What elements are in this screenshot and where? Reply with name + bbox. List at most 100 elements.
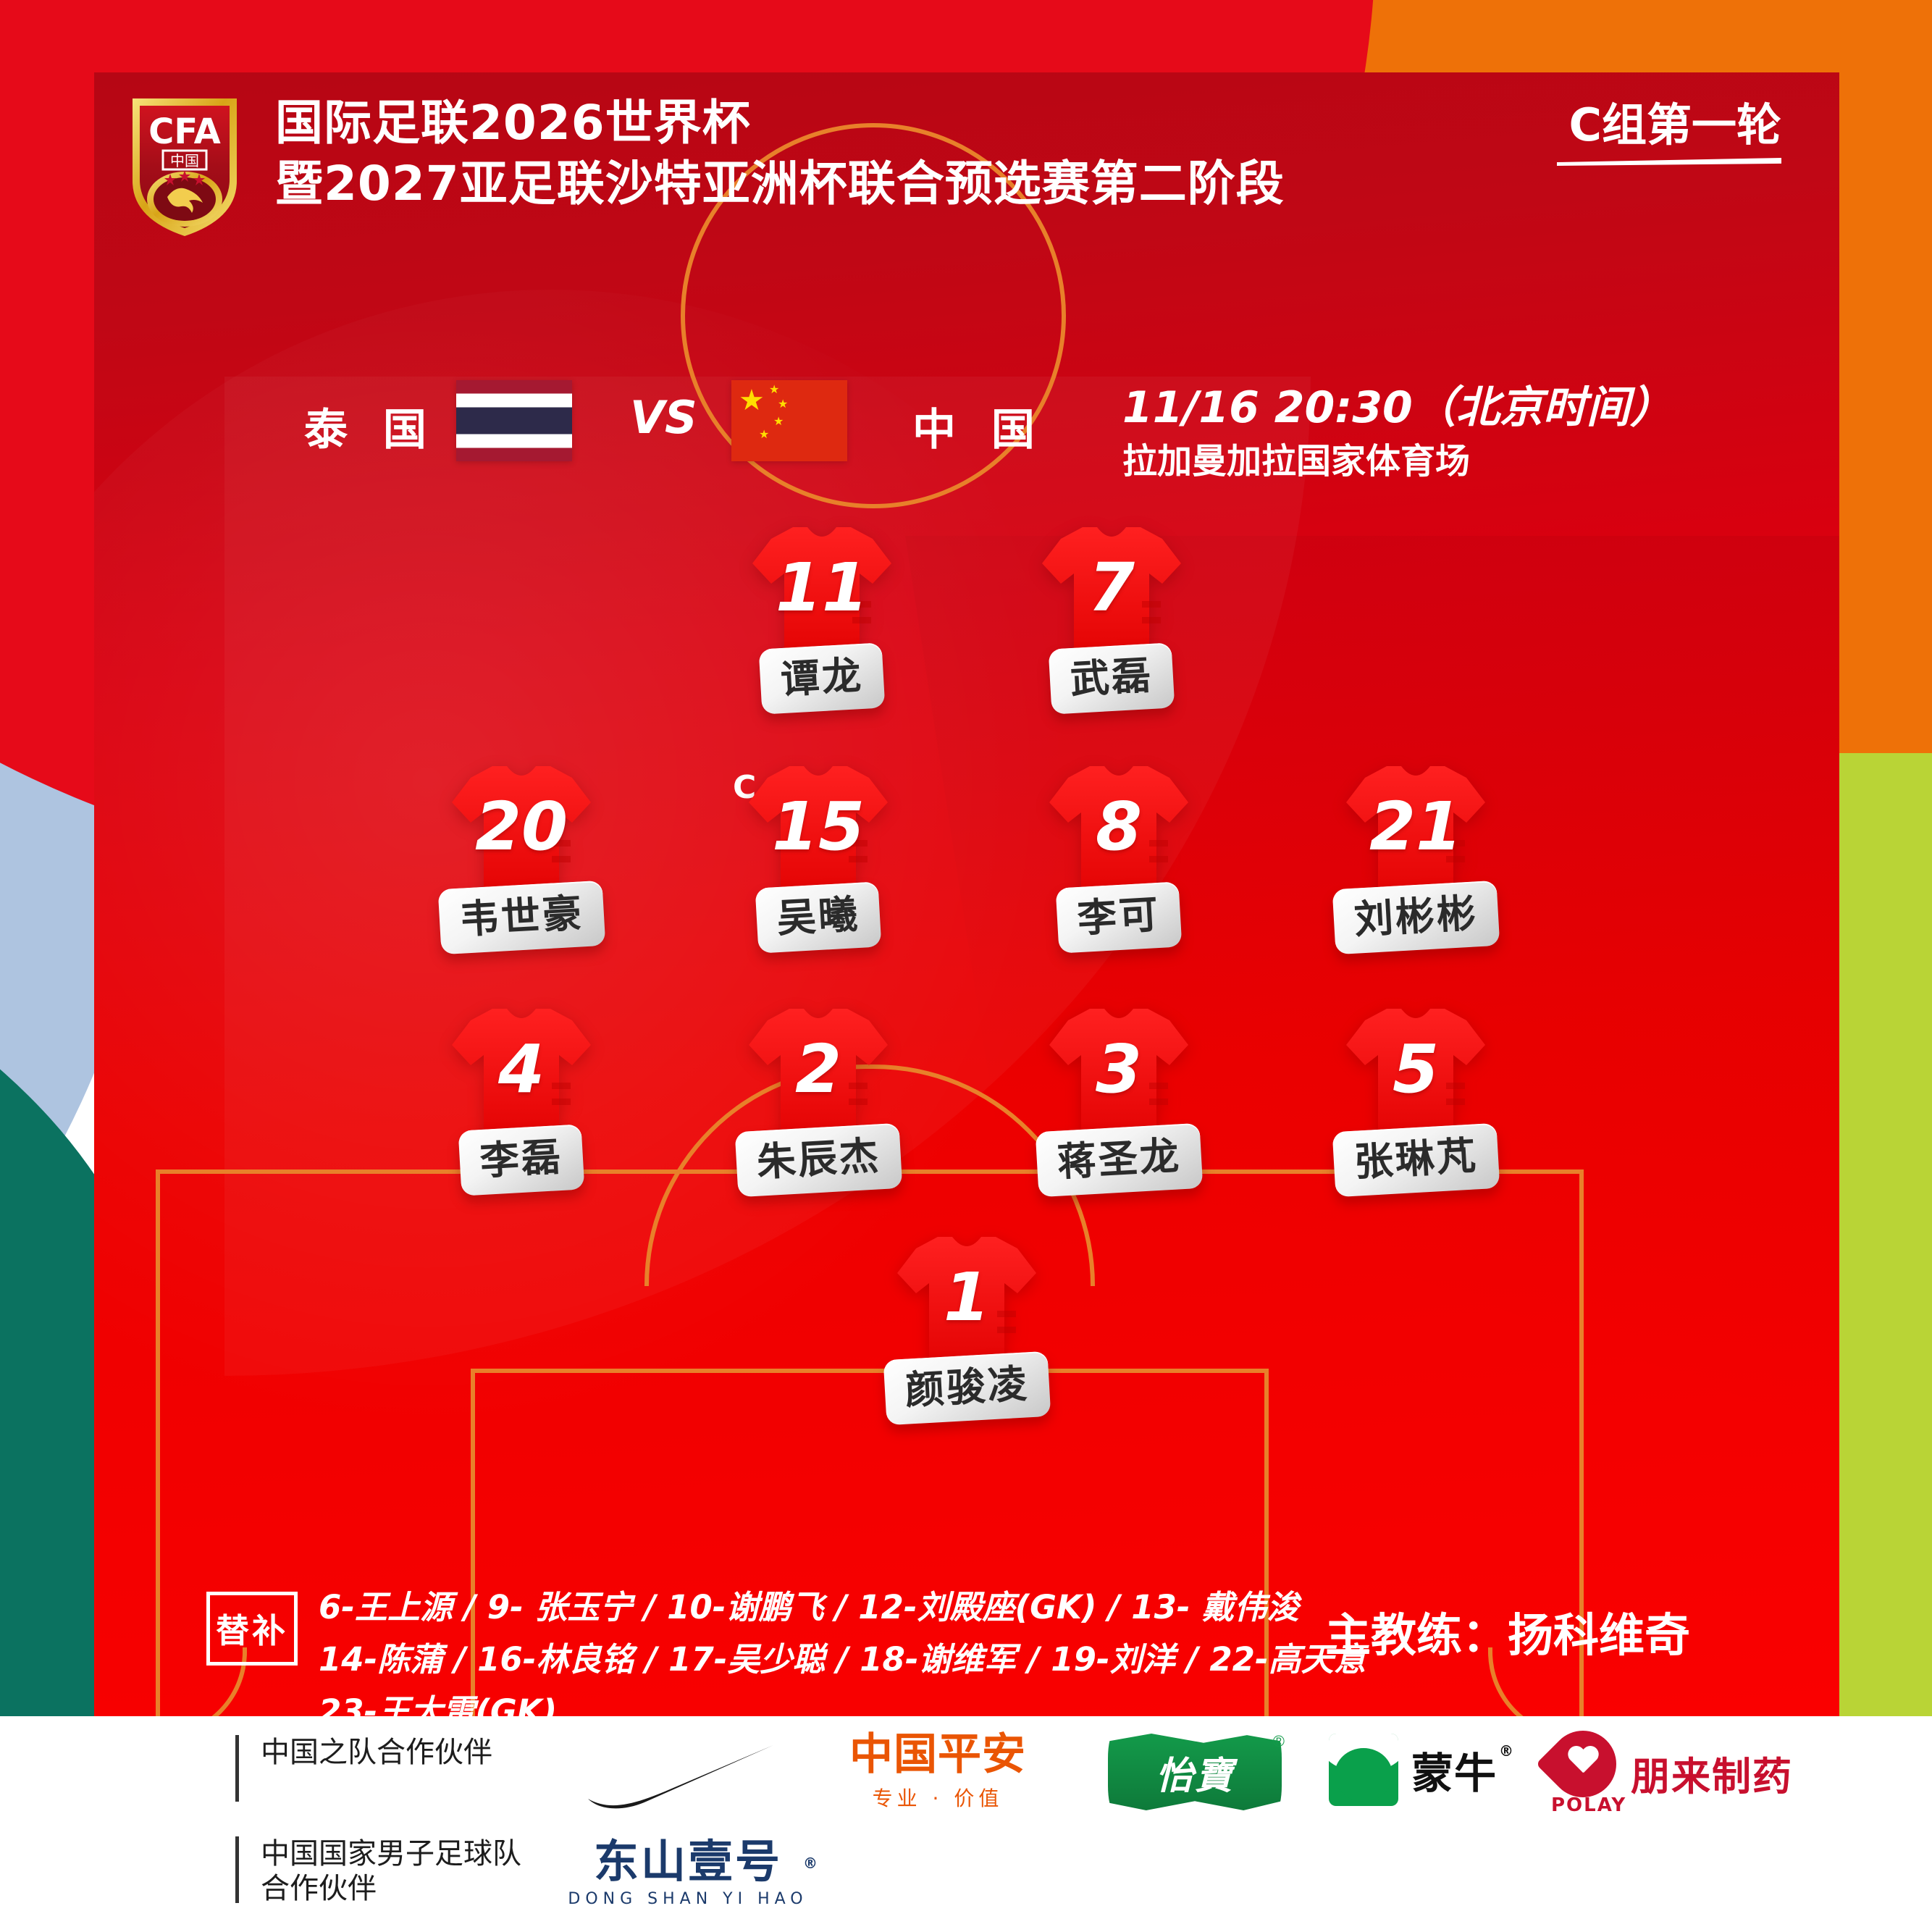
- flag-star-large: ★: [739, 385, 765, 416]
- jersey-icon: 1: [887, 1231, 1046, 1398]
- substitutes-line: 14-陈蒲 / 16-林良铭 / 17-吴少聪 / 18-谢维军 / 19-刘洋…: [319, 1640, 1366, 1679]
- player-nameplate: 武磊: [1048, 642, 1175, 715]
- jersey-number: 8: [1095, 788, 1142, 865]
- player-card[interactable]: 7 武磊: [1021, 521, 1202, 715]
- polay-mark: POLAY: [1535, 1716, 1631, 1816]
- player-card[interactable]: C 15 吴曦: [728, 760, 909, 954]
- flag-star-2: ★: [778, 398, 789, 411]
- yibao-registered-mark: ®: [1272, 1732, 1285, 1750]
- player-nameplate: 蒋圣龙: [1035, 1122, 1203, 1198]
- dsyh-registered-mark: ®: [803, 1855, 820, 1872]
- label-divider: [235, 1836, 239, 1903]
- round-label: C组第一轮: [1568, 98, 1781, 151]
- polay-logo-icon: POLAY 朋来制药: [1535, 1716, 1793, 1816]
- substitutes-badge-label: 替补: [216, 1611, 288, 1650]
- player-name: 蒋圣龙: [1055, 1133, 1183, 1185]
- polay-logo-subtext: POLAY: [1551, 1794, 1627, 1816]
- jersey-number: 3: [1095, 1030, 1142, 1108]
- player-name: 李可: [1076, 891, 1162, 942]
- dongshanyihao-logo-icon: 东山壹号 ® DONG SHAN YI HAO: [565, 1835, 820, 1909]
- event-title-line1: 国际足联2026世界杯: [275, 95, 751, 151]
- player-name: 颜骏凌: [903, 1361, 1030, 1414]
- jersey-icon: 4: [442, 1003, 601, 1169]
- svg-text:中国: 中国: [170, 152, 199, 169]
- player-card[interactable]: 20 韦世豪: [431, 760, 612, 955]
- card-wedge: [905, 536, 1839, 1716]
- mengniu-logo-icon: 蒙牛 ®: [1329, 1734, 1513, 1806]
- away-team-name: 中 国: [912, 405, 1045, 455]
- sponsor-row-1-text: 中国之队合作伙伴: [261, 1736, 492, 1769]
- player-name: 武磊: [1069, 652, 1154, 703]
- jersey-number: 7: [1088, 549, 1135, 626]
- mengniu-mark: [1329, 1734, 1398, 1806]
- kickoff-block: 11/16 20:30（北京时间） 拉加曼加拉国家体育场: [1122, 382, 1673, 485]
- jersey-icon: 2: [739, 1003, 898, 1169]
- player-name: 李磊: [479, 1133, 564, 1185]
- jersey-number: 1: [943, 1259, 990, 1336]
- player-card[interactable]: 11 谭龙: [731, 521, 912, 715]
- player-nameplate: 谭龙: [758, 642, 886, 715]
- player-card[interactable]: 8 李可: [1028, 760, 1209, 954]
- substitutes-list: 6-王上源 / 9- 张玉宁 / 10-谢鹏飞 / 12-刘殿座(GK) / 1…: [319, 1582, 1419, 1716]
- home-team-name: 泰 国: [304, 405, 437, 455]
- player-card[interactable]: 1 颜骏凌: [876, 1231, 1057, 1426]
- match-info-row: 泰 国 VS ★ ★ ★ ★ ★ 中 国 11/16 20:30（北京时间） 拉…: [94, 290, 1839, 482]
- player-nameplate: 颜骏凌: [883, 1351, 1051, 1426]
- main-card: CFA 中国 国际足联2026世界杯 暨2027亚足联沙特亚洲杯联合: [94, 72, 1839, 1716]
- substitutes-line: 6-王上源 / 9- 张玉宁 / 10-谢鹏飞 / 12-刘殿座(GK) / 1…: [319, 1588, 1300, 1626]
- pitch-markings: [94, 123, 1839, 1716]
- pingan-logo-icon: 中国平安 专业 · 价值: [829, 1731, 1046, 1825]
- player-nameplate: 朱辰杰: [734, 1122, 902, 1198]
- jersey-number: 21: [1369, 788, 1463, 865]
- jersey-number: 4: [497, 1030, 545, 1108]
- jersey-number: 2: [794, 1030, 841, 1108]
- mengniu-registered-mark: ®: [1499, 1742, 1515, 1760]
- sponsor-footer: 中国之队合作伙伴 中国平安 专业 · 价值 怡寶 ® 蒙牛: [0, 1716, 1932, 1932]
- dongshanyihao-logo-subtext: DONG SHAN YI HAO: [568, 1890, 808, 1908]
- sponsor-row-2: 中国国家男子足球队 合作伙伴 东山壹号 ® DONG SHAN YI HAO: [0, 1832, 1932, 1932]
- player-name: 韦世豪: [458, 890, 585, 943]
- player-nameplate: 吴曦: [755, 881, 882, 954]
- player-card[interactable]: 4 李磊: [431, 1003, 612, 1196]
- label-divider: [235, 1735, 239, 1802]
- pingan-logo-text: 中国平安: [849, 1729, 1026, 1780]
- jersey-icon: 21: [1336, 760, 1495, 927]
- player-name: 谭龙: [779, 652, 865, 703]
- sponsor-row-2-text-line2: 合作伙伴: [261, 1872, 377, 1905]
- round-underline: [1557, 158, 1781, 166]
- event-title-line2: 暨2027亚足联沙特亚洲杯联合预选赛第二阶段: [275, 156, 1285, 211]
- nike-logo-icon: [579, 1735, 782, 1815]
- jersey-number: 11: [775, 549, 869, 626]
- header: CFA 中国 国际足联2026世界杯 暨2027亚足联沙特亚洲杯联合: [94, 72, 1839, 275]
- sponsor-row-1: 中国之队合作伙伴 中国平安 专业 · 价值 怡寶 ® 蒙牛: [0, 1716, 1932, 1832]
- flag-star-3: ★: [773, 416, 784, 428]
- jersey-number: 15: [771, 788, 865, 865]
- centre-circle: [681, 123, 1066, 508]
- jersey-icon: 20: [442, 760, 601, 927]
- flag-star-4: ★: [759, 429, 770, 441]
- player-card[interactable]: 3 蒋圣龙: [1028, 1003, 1209, 1198]
- jersey-icon: 7: [1032, 521, 1191, 688]
- thailand-flag-icon: [456, 380, 572, 461]
- flag-star-1: ★: [769, 384, 780, 396]
- six-yard-box: [471, 1369, 1269, 1716]
- player-nameplate: 张琳芃: [1332, 1122, 1500, 1198]
- player-nameplate: 李磊: [458, 1124, 585, 1196]
- player-name: 吴曦: [776, 891, 861, 942]
- player-name: 张琳芃: [1352, 1133, 1479, 1185]
- cfa-crest-icon: CFA 中国: [127, 94, 243, 239]
- player-card[interactable]: 5 张琳芃: [1325, 1003, 1506, 1198]
- player-nameplate: 韦世豪: [437, 880, 605, 955]
- player-name: 刘彬彬: [1352, 890, 1479, 943]
- jersey-icon: C 15: [733, 760, 898, 927]
- event-title: 国际足联2026世界杯 暨2027亚足联沙特亚洲杯联合预选赛第二阶段: [275, 93, 1285, 214]
- vs-label: VS: [630, 391, 697, 444]
- player-card[interactable]: 21 刘彬彬: [1325, 760, 1506, 955]
- player-card[interactable]: 2 朱辰杰: [728, 1003, 909, 1198]
- venue-name: 拉加曼加拉国家体育场: [1122, 441, 1471, 482]
- china-flag-icon: ★ ★ ★ ★ ★: [731, 380, 847, 461]
- sponsor-row-2-text-line1: 中国国家男子足球队: [261, 1837, 521, 1870]
- jersey-number: 5: [1392, 1030, 1439, 1108]
- dongshanyihao-logo-text: 东山壹号 ®: [593, 1835, 820, 1888]
